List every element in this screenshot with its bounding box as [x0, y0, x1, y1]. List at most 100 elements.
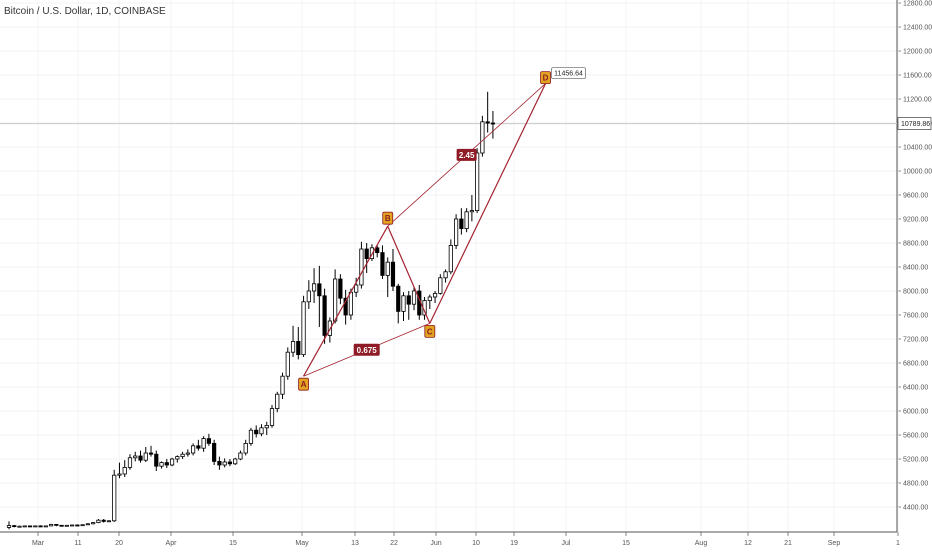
- current-price-box: [897, 117, 932, 131]
- current-price-label: 10789.86: [901, 121, 930, 128]
- candle-down: [196, 445, 201, 449]
- candle-down: [490, 122, 496, 125]
- x-tick-label: Jun: [430, 540, 441, 547]
- candle-down: [343, 297, 348, 316]
- candle-up: [333, 278, 338, 322]
- pattern-point-d-box: [540, 71, 551, 85]
- x-tick-label: 13: [351, 540, 359, 547]
- y-tick-label: 7600.00: [903, 313, 928, 320]
- pattern-point-a-box: [298, 377, 309, 391]
- candle-up: [301, 301, 306, 355]
- candle-up: [448, 244, 453, 273]
- candle-up: [411, 290, 417, 305]
- pattern-point-d: D: [543, 74, 549, 83]
- candle-down: [406, 295, 411, 305]
- candle-up: [275, 393, 280, 410]
- y-tick-label: 10000.00: [903, 169, 932, 176]
- ratio-label-ac-box: [353, 343, 380, 356]
- candle-up: [438, 277, 443, 294]
- candle-up: [243, 442, 248, 454]
- candle-down: [38, 525, 43, 528]
- y-tick-label: 6000.00: [903, 409, 928, 416]
- x-tick-label: Aug: [695, 540, 708, 547]
- candle-down: [390, 261, 396, 287]
- candle-down: [396, 285, 401, 312]
- candle-up: [233, 458, 238, 465]
- target-callout-box: [551, 67, 586, 80]
- candle-down: [322, 295, 327, 336]
- candle-up: [443, 271, 448, 279]
- candle-up: [143, 452, 148, 461]
- candle-down: [212, 442, 217, 462]
- candle-up: [127, 457, 133, 468]
- x-tick-label: 1: [896, 540, 900, 547]
- x-tick-label: 19: [510, 540, 518, 547]
- candle-up: [464, 211, 469, 230]
- candle-up: [348, 291, 354, 316]
- candle-up: [80, 524, 85, 527]
- candle-up: [85, 523, 90, 526]
- chart-title: Bitcoin / U.S. Dollar, 1D, COINBASE: [4, 6, 166, 17]
- candle-up: [248, 429, 254, 444]
- candle-up: [469, 210, 474, 213]
- candle-up: [385, 261, 390, 276]
- candle-up: [290, 340, 296, 353]
- candle-up: [453, 218, 459, 246]
- candle-up: [306, 290, 311, 303]
- candle-down: [254, 429, 259, 435]
- candle-up: [117, 473, 122, 476]
- candle-up: [17, 525, 22, 528]
- x-tick-label: Apr: [166, 540, 178, 547]
- candle-down: [54, 524, 59, 526]
- x-tick-label: 15: [622, 540, 630, 547]
- x-tick-label: May: [295, 540, 309, 547]
- candle-up: [264, 424, 269, 429]
- y-tick-label: 8800.00: [903, 241, 928, 248]
- candle-down: [27, 525, 33, 528]
- candle-up: [64, 524, 69, 527]
- candle-up: [401, 295, 406, 312]
- pattern-point-c: C: [427, 327, 433, 336]
- x-tick-label: Jul: [562, 540, 571, 547]
- pattern-leg-cd: [429, 83, 547, 324]
- candle-up: [33, 525, 38, 528]
- candle-up: [175, 456, 180, 460]
- pattern-point-b: B: [385, 214, 391, 223]
- y-tick-label: 11200.00: [903, 97, 932, 104]
- candle-up: [169, 458, 175, 466]
- candle-down: [75, 524, 80, 527]
- y-tick-label: 8400.00: [903, 265, 928, 272]
- candle-down: [164, 462, 169, 466]
- candle-up: [201, 438, 206, 449]
- candle-up: [190, 445, 196, 454]
- pattern-point-b-box: [382, 211, 394, 225]
- candle-up: [354, 284, 359, 293]
- target-callout: 11456.64: [554, 71, 583, 78]
- candle-up: [6, 525, 12, 528]
- y-tick-label: 9600.00: [903, 193, 928, 200]
- x-tick-label: 15: [229, 540, 237, 547]
- candle-down: [59, 524, 64, 527]
- candle-up: [22, 525, 27, 528]
- candle-up: [70, 524, 75, 527]
- ratio-label-ac: 0.675: [357, 346, 378, 355]
- y-tick-label: 12000.00: [903, 49, 932, 56]
- x-tick-label: 12: [744, 540, 752, 547]
- candle-down: [12, 525, 17, 527]
- y-tick-label: 4800.00: [903, 481, 928, 488]
- candle-down: [206, 438, 211, 444]
- candle-up: [269, 408, 275, 426]
- candle-up: [259, 427, 264, 435]
- y-tick-label: 9200.00: [903, 217, 928, 224]
- candle-up: [122, 466, 127, 475]
- candle-down: [148, 452, 154, 455]
- y-tick-label: 11600.00: [903, 73, 932, 80]
- pattern-point-a: A: [301, 380, 307, 389]
- candle-up: [432, 292, 438, 298]
- candle-down: [338, 278, 343, 299]
- x-tick-label: 11: [74, 540, 81, 547]
- candle-down: [485, 121, 490, 124]
- candle-up: [359, 248, 364, 286]
